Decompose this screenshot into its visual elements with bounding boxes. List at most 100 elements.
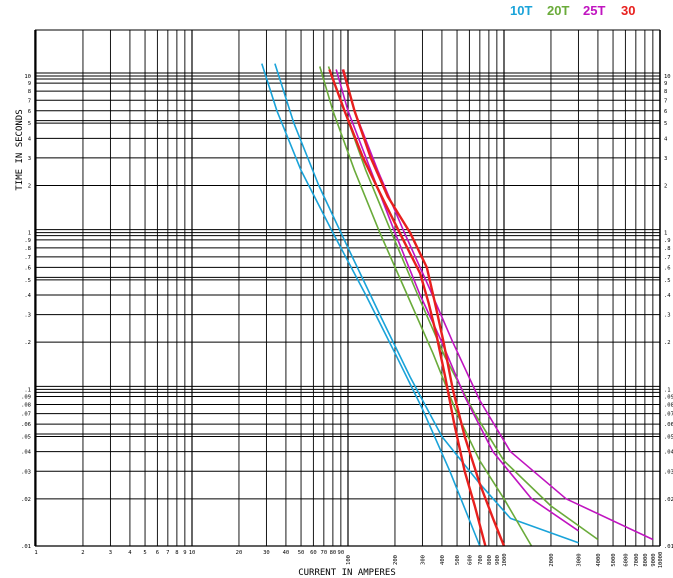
x-tick-label: 100 [346, 555, 352, 565]
x-axis-title: CURRENT IN AMPERES [298, 568, 396, 578]
x-tick-label: 30 [263, 550, 270, 556]
series-line-20t-1 [319, 66, 533, 547]
y-tick-label: 2 [28, 184, 31, 190]
curves [261, 63, 654, 547]
y-tick-label: .6 [664, 265, 671, 271]
y-tick-label: .3 [664, 313, 671, 319]
y-tick-label: .03 [21, 469, 31, 475]
x-tick-label: 400 [440, 555, 446, 565]
y-tick-label: 6 [28, 109, 31, 115]
y-tick-label: 5 [664, 121, 667, 127]
y-tick-labels-right: 109 8 7 6 5 4 3 2 1.9 .8 .7 .6 .5 .4 .3 .2 .1 .09 .08 .07 .0… [664, 74, 673, 550]
y-tick-label: 1 [28, 231, 31, 237]
y-tick-label: 8 [28, 89, 31, 95]
y-tick-label: .01 [21, 544, 31, 550]
series-line-30-2 [341, 69, 506, 547]
y-tick-label: .8 [664, 246, 671, 252]
x-tick-label: 3 [109, 550, 112, 556]
x-tick-label: 300 [420, 555, 426, 565]
y-tick-label: 1 [664, 231, 667, 237]
x-tick-label: 90 [338, 550, 345, 556]
y-tick-label: 7 [664, 98, 667, 104]
y-tick-label: 8 [664, 89, 667, 95]
y-tick-label: .07 [21, 412, 31, 418]
series-line-10t-2 [274, 63, 579, 544]
y-tick-label: 7 [28, 98, 31, 104]
y-tick-label: 9 [664, 81, 667, 87]
y-tick-label: 3 [664, 156, 667, 162]
x-tick-label: 200 [393, 555, 399, 565]
y-tick-label: .04 [21, 450, 32, 456]
x-tick-label: 900 [495, 555, 501, 565]
y-tick-label: .6 [24, 265, 31, 271]
x-tick-label: 20 [236, 550, 243, 556]
x-tick-label: 1 [34, 550, 37, 556]
y-tick-label: .7 [24, 255, 31, 261]
legend-item-25t: 25T [583, 3, 605, 18]
y-tick-label: .1 [664, 387, 671, 393]
y-tick-label: .07 [664, 412, 673, 418]
x-tick-label: 8 [175, 550, 178, 556]
x-tick-label: 10000 [658, 552, 664, 569]
y-tick-label: .09 [21, 395, 31, 401]
x-tick-label: 10 [189, 550, 196, 556]
plot-frame [34, 30, 661, 547]
x-tick-label: 70 [321, 550, 328, 556]
y-tick-label: .05 [21, 434, 31, 440]
y-tick-label: .04 [664, 450, 673, 456]
x-tick-label: 5 [143, 550, 146, 556]
y-tick-label: .3 [24, 313, 31, 319]
y-tick-label: .02 [664, 497, 673, 503]
y-tick-label: 5 [28, 121, 31, 127]
x-tick-label: 9000 [651, 553, 657, 566]
legend-item-20t: 20T [547, 3, 569, 18]
y-tick-label: .05 [664, 434, 673, 440]
x-tick-label: 500 [455, 555, 461, 565]
x-tick-label: 9 [183, 550, 186, 556]
x-tick-label: 50 [298, 550, 305, 556]
x-tick-label: 60 [310, 550, 317, 556]
x-tick-label: 600 [467, 555, 473, 565]
x-tick-label: 8000 [643, 553, 649, 566]
x-tick-label: 3000 [576, 553, 582, 566]
grid [35, 29, 661, 547]
y-tick-label: .02 [21, 497, 31, 503]
y-tick-labels-left: 109 8 7 6 5 4 3 2 1.9 .8 .7 .6 .5 .4 .3 .2 .1 .09 .08 .07 .0… [21, 74, 32, 550]
y-tick-label: .1 [24, 387, 31, 393]
y-tick-label: .01 [664, 544, 673, 550]
y-tick-label: 2 [664, 184, 667, 190]
legend-item-10t: 10T [510, 3, 532, 18]
x-tick-label: 80 [330, 550, 337, 556]
y-tick-label: .8 [24, 246, 31, 252]
x-tick-label: 2 [81, 550, 84, 556]
x-tick-label: 6 [156, 550, 159, 556]
series-line-10t-1 [261, 63, 481, 547]
y-tick-label: 4 [664, 136, 668, 142]
x-tick-label: 1000 [502, 553, 508, 566]
y-tick-label: 10 [664, 74, 671, 80]
x-tick-label: 2000 [549, 553, 555, 566]
series-line-30-1 [328, 69, 487, 547]
y-tick-label: .2 [664, 340, 671, 346]
y-tick-label: .5 [24, 278, 31, 284]
y-tick-label: .4 [664, 293, 671, 299]
x-tick-label: 800 [487, 555, 493, 565]
x-tick-label: 4 [128, 550, 132, 556]
y-tick-label: 4 [28, 136, 32, 142]
y-tick-label: .06 [21, 422, 31, 428]
legend-item-30: 30 [621, 3, 635, 18]
y-tick-label: 10 [24, 74, 31, 80]
legend: 10T 20T 25T 30 [510, 3, 635, 18]
y-tick-label: .08 [21, 403, 31, 409]
y-tick-label: .06 [664, 422, 673, 428]
y-tick-label: 3 [28, 156, 31, 162]
x-tick-label: 7 [166, 550, 169, 556]
y-tick-label: .9 [664, 238, 671, 244]
x-tick-label: 700 [478, 555, 484, 565]
y-tick-label: .5 [664, 278, 671, 284]
y-tick-label: .2 [24, 340, 31, 346]
y-axis-title: TIME IN SECONDS [15, 109, 25, 190]
series-line-25t-2 [341, 69, 654, 541]
